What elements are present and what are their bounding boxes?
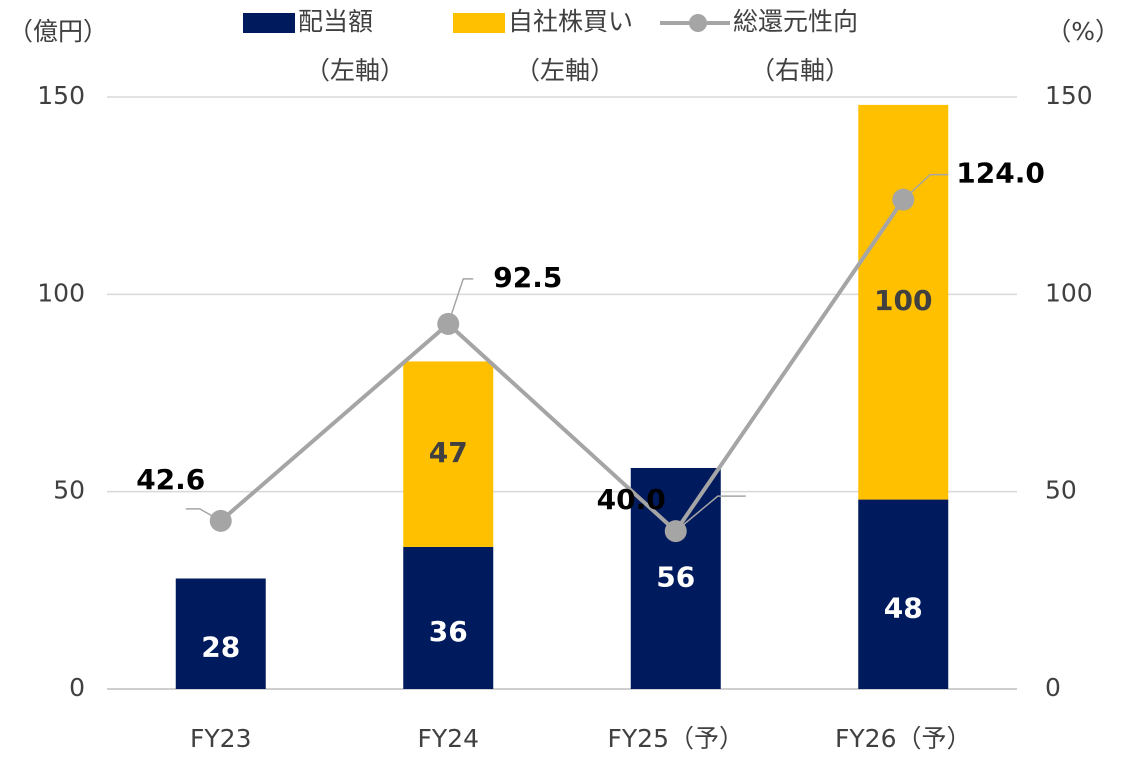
leader-line — [447, 278, 474, 325]
line — [219, 198, 905, 535]
x-tick-label: FY23 — [190, 724, 251, 753]
line-marker — [892, 188, 915, 211]
bar-label: 47 — [429, 436, 468, 469]
bar-label: 56 — [656, 560, 695, 593]
y2-tick-label: 100 — [1045, 278, 1093, 307]
bar-label: 100 — [874, 284, 932, 317]
y-tick-label: 150 — [37, 81, 85, 110]
x-tick-label: FY26（予） — [835, 724, 971, 753]
y-tick-label: 100 — [37, 278, 85, 307]
y-axis-label: （億円） — [8, 17, 108, 46]
bar-label: 48 — [884, 591, 923, 624]
legend-marker — [689, 14, 707, 32]
leader-line — [675, 495, 746, 532]
legend-label: 自社株買い — [508, 7, 633, 36]
line-marker — [664, 520, 687, 543]
bar — [175, 578, 266, 689]
line-marker — [437, 312, 460, 335]
legend-axis-note: （左軸） — [305, 56, 405, 85]
bar — [858, 499, 949, 689]
line-label: 40.0 — [597, 483, 666, 516]
line-label: 42.6 — [136, 463, 205, 496]
legend-label: 総還元性向 — [733, 7, 858, 36]
bar — [403, 546, 494, 689]
bar — [403, 361, 494, 547]
y-tick-label: 0 — [69, 673, 85, 702]
bar — [858, 104, 949, 500]
y-tick-label: 50 — [53, 476, 85, 505]
y2-tick-label: 0 — [1045, 673, 1061, 702]
y2-tick-label: 50 — [1045, 476, 1077, 505]
bar-label: 36 — [429, 615, 468, 648]
x-tick-label: FY24 — [418, 724, 479, 753]
line-marker — [209, 509, 232, 532]
legend-axis-note: （右軸） — [750, 56, 850, 85]
x-tick-label: FY25（予） — [608, 724, 744, 753]
y2-axis-label: （%） — [1046, 17, 1120, 46]
leader-line — [902, 173, 949, 201]
legend-label: 配当額 — [298, 7, 373, 36]
line-label: 92.5 — [493, 261, 562, 294]
legend-axis-note: （左軸） — [515, 56, 615, 85]
legend-swatch — [243, 13, 295, 33]
y2-tick-label: 150 — [1045, 81, 1093, 110]
bar-label: 28 — [201, 631, 240, 664]
legend-swatch — [453, 13, 505, 33]
line-label: 124.0 — [956, 157, 1045, 190]
